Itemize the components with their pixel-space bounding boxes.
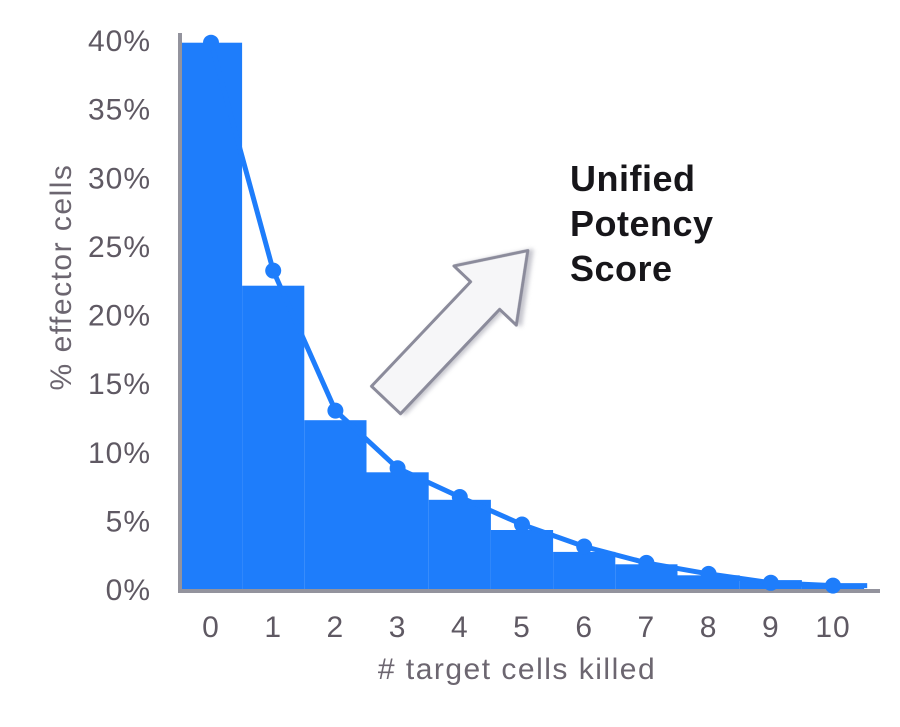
annotation-text: Unified Potency Score bbox=[570, 158, 714, 289]
y-tick-label-0%: 0% bbox=[106, 574, 151, 607]
fit-line-marker-x2 bbox=[327, 402, 344, 419]
histogram-bar-x4 bbox=[428, 499, 491, 589]
fit-line-marker-x3 bbox=[389, 460, 406, 477]
fit-line-marker-x7 bbox=[638, 554, 655, 571]
y-tick-label-25%: 25% bbox=[88, 231, 151, 264]
y-tick-label-30%: 30% bbox=[88, 162, 151, 195]
histogram-bar-x5 bbox=[490, 530, 554, 589]
x-tick-label-4: 4 bbox=[451, 611, 469, 644]
x-tick-label-8: 8 bbox=[700, 611, 718, 644]
arrow-polygon bbox=[369, 249, 530, 416]
y-tick-label-15%: 15% bbox=[88, 368, 151, 401]
x-tick-label-7: 7 bbox=[638, 611, 656, 644]
x-tick-label-1: 1 bbox=[264, 611, 282, 644]
fit-line-marker-x6 bbox=[576, 538, 593, 555]
x-tick-label-5: 5 bbox=[513, 611, 531, 644]
fit-line-marker-x10 bbox=[825, 577, 841, 594]
y-axis-title: % effector cells bbox=[45, 163, 78, 391]
fit-line-marker-x1 bbox=[265, 262, 282, 279]
fit-line bbox=[208, 42, 868, 589]
fit-line-marker-x0 bbox=[203, 34, 219, 51]
x-tick-label-9: 9 bbox=[762, 611, 780, 644]
histogram-bar-x6 bbox=[553, 551, 616, 589]
histogram-bar-x0 bbox=[179, 42, 243, 589]
fit-line-marker-x5 bbox=[514, 516, 530, 533]
x-tick-label-10: 10 bbox=[815, 611, 850, 644]
y-tick-label-35%: 35% bbox=[88, 94, 151, 127]
fit-line-marker-x4 bbox=[451, 489, 468, 505]
x-tick-label-2: 2 bbox=[327, 611, 345, 644]
histogram-bar-x3 bbox=[366, 472, 429, 589]
fit-line-marker-x9 bbox=[762, 574, 779, 591]
histogram-bar-x8 bbox=[677, 575, 740, 589]
fit-line-marker-x8 bbox=[700, 565, 717, 582]
histogram-bar-x2 bbox=[304, 420, 367, 589]
x-tick-label-3: 3 bbox=[389, 611, 407, 644]
y-tick-label-10%: 10% bbox=[88, 437, 151, 470]
y-tick-label-40%: 40% bbox=[88, 25, 151, 58]
x-tick-label-0: 0 bbox=[202, 611, 220, 644]
y-tick-label-5%: 5% bbox=[106, 505, 151, 538]
x-axis-title: # target cells killed bbox=[377, 653, 657, 686]
x-tick-label-6: 6 bbox=[575, 611, 593, 644]
y-tick-label-20%: 20% bbox=[88, 300, 151, 333]
histogram-bar-x1 bbox=[242, 285, 305, 589]
